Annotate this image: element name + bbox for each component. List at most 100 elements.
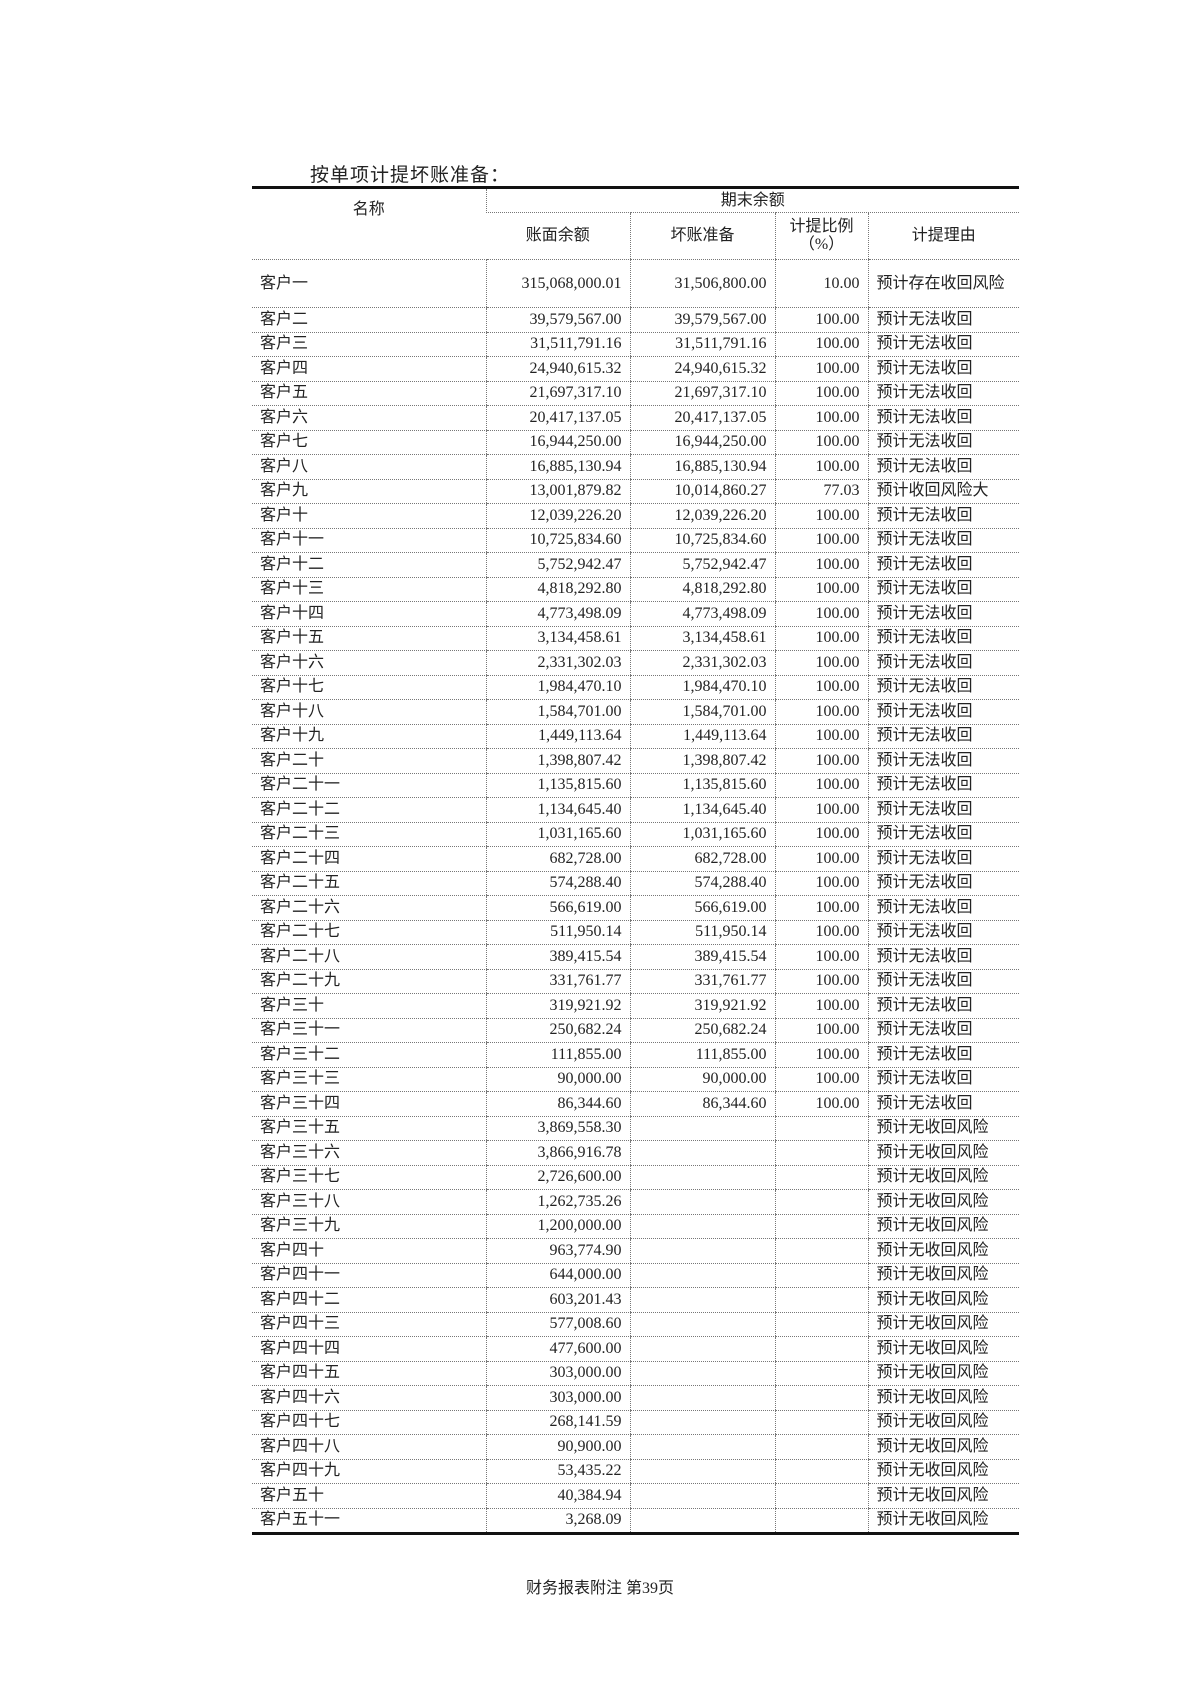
- cell-reason: 预计无法收回: [867, 675, 1020, 700]
- cell-ratio: 100.00: [774, 1018, 868, 1043]
- cell-book-balance: 16,885,130.94: [485, 454, 630, 480]
- cell-reason: 预计无法收回: [867, 601, 1020, 627]
- cell-book-balance: 21,697,317.10: [485, 381, 630, 406]
- cell-name: 客户二十四: [252, 846, 486, 872]
- cell-ratio: 100.00: [774, 699, 868, 725]
- cell-bad-debt-provision: 511,950.14: [629, 920, 775, 945]
- cell-book-balance: 303,000.00: [485, 1361, 630, 1386]
- table-row: 客户三十八 1,262,735.26 预计无收回风险: [252, 1189, 1020, 1215]
- cell-bad-debt-provision: 10,725,834.60: [629, 528, 775, 553]
- cell-name: 客户十二: [252, 552, 486, 578]
- table-row: 客户十二 5,752,942.47 5,752,942.47 100.00 预计无法收回: [252, 552, 1020, 578]
- cell-reason: 预计无法收回: [867, 430, 1020, 455]
- cell-reason: 预计无法收回: [867, 552, 1020, 578]
- cell-ratio: [774, 1165, 868, 1190]
- header-bad-debt-provision: 坏账准备: [629, 212, 775, 260]
- cell-reason: 预计无法收回: [867, 1018, 1020, 1043]
- cell-ratio: 100.00: [774, 332, 868, 357]
- cell-book-balance: 40,384.94: [485, 1483, 630, 1509]
- cell-book-balance: 682,728.00: [485, 846, 630, 872]
- cell-name: 客户九: [252, 479, 486, 504]
- cell-bad-debt-provision: [629, 1483, 775, 1509]
- cell-reason: 预计无法收回: [867, 797, 1020, 823]
- cell-name: 客户二十七: [252, 920, 486, 945]
- cell-bad-debt-provision: 3,134,458.61: [629, 626, 775, 651]
- table-row: 客户十一 10,725,834.60 10,725,834.60 100.00 预计无法…: [252, 528, 1020, 553]
- cell-bad-debt-provision: 10,014,860.27: [629, 479, 775, 504]
- header-book-balance: 账面余额: [486, 212, 630, 260]
- cell-name: 客户三十一: [252, 1018, 486, 1043]
- cell-ratio: 100.00: [774, 724, 868, 749]
- cell-book-balance: 86,344.60: [485, 1091, 630, 1117]
- cell-reason: 预计无法收回: [867, 332, 1020, 357]
- cell-name: 客户二十九: [252, 969, 486, 994]
- cell-name: 客户四十四: [252, 1336, 486, 1362]
- cell-book-balance: 315,068,000.01: [485, 259, 630, 308]
- cell-book-balance: 13,001,879.82: [485, 479, 630, 504]
- cell-reason: 预计无法收回: [867, 650, 1020, 676]
- cell-book-balance: 319,921.92: [485, 993, 630, 1019]
- table-row: 客户四十七 268,141.59 预计无收回风险: [252, 1410, 1020, 1435]
- cell-bad-debt-provision: 319,921.92: [629, 993, 775, 1019]
- cell-ratio: 100.00: [774, 822, 868, 847]
- cell-name: 客户二十二: [252, 797, 486, 823]
- table-row: 客户八 16,885,130.94 16,885,130.94 100.00 预计无法收…: [252, 454, 1020, 480]
- cell-ratio: 100.00: [774, 454, 868, 480]
- cell-reason: 预计无收回风险: [867, 1287, 1020, 1313]
- cell-ratio: [774, 1238, 868, 1264]
- cell-bad-debt-provision: [629, 1459, 775, 1484]
- cell-ratio: 100.00: [774, 1091, 868, 1117]
- cell-name: 客户三十九: [252, 1214, 486, 1239]
- cell-book-balance: 1,031,165.60: [485, 822, 630, 847]
- cell-reason: 预计无收回风险: [867, 1483, 1020, 1509]
- cell-reason: 预计无法收回: [867, 381, 1020, 406]
- table-row: 客户二十三 1,031,165.60 1,031,165.60 100.00 预计无法收…: [252, 822, 1020, 847]
- cell-ratio: 100.00: [774, 846, 868, 872]
- table-row: 客户三十六 3,866,916.78 预计无收回风险: [252, 1140, 1020, 1166]
- table-row: 客户二十八 389,415.54 389,415.54 100.00 预计无法收回: [252, 944, 1020, 970]
- cell-name: 客户三十五: [252, 1116, 486, 1141]
- cell-book-balance: 3,268.09: [485, 1508, 630, 1534]
- cell-reason: 预计无法收回: [867, 895, 1020, 921]
- cell-ratio: 100.00: [774, 405, 868, 431]
- cell-book-balance: 12,039,226.20: [485, 503, 630, 529]
- cell-bad-debt-provision: [629, 1263, 775, 1288]
- cell-ratio: 77.03: [774, 479, 868, 504]
- table-row: 客户二 39,579,567.00 39,579,567.00 100.00 预计无法收…: [252, 307, 1020, 333]
- table-row: 客户十九 1,449,113.64 1,449,113.64 100.00 预计无法收回: [252, 724, 1020, 749]
- cell-ratio: 10.00: [774, 259, 868, 308]
- cell-name: 客户二十五: [252, 871, 486, 896]
- cell-reason: 预计无收回风险: [867, 1361, 1020, 1386]
- header-period-end-balance: 期末余额: [485, 187, 1020, 213]
- cell-name: 客户二十三: [252, 822, 486, 847]
- cell-book-balance: 477,600.00: [485, 1336, 630, 1362]
- cell-name: 客户四十七: [252, 1410, 486, 1435]
- cell-book-balance: 111,855.00: [485, 1042, 630, 1068]
- cell-book-balance: 574,288.40: [485, 871, 630, 896]
- cell-bad-debt-provision: 1,398,807.42: [629, 748, 775, 774]
- cell-reason: 预计无法收回: [867, 626, 1020, 651]
- cell-bad-debt-provision: 31,506,800.00: [629, 259, 775, 308]
- cell-name: 客户四: [252, 356, 486, 382]
- cell-book-balance: 963,774.90: [485, 1238, 630, 1264]
- cell-bad-debt-provision: 331,761.77: [629, 969, 775, 994]
- header-reason: 计提理由: [867, 212, 1020, 260]
- cell-ratio: [774, 1189, 868, 1215]
- cell-ratio: [774, 1508, 868, 1534]
- cell-book-balance: 90,000.00: [485, 1067, 630, 1092]
- cell-bad-debt-provision: 566,619.00: [629, 895, 775, 921]
- cell-bad-debt-provision: 1,031,165.60: [629, 822, 775, 847]
- cell-book-balance: 1,984,470.10: [485, 675, 630, 700]
- cell-book-balance: 1,135,815.60: [485, 773, 630, 798]
- cell-ratio: [774, 1385, 868, 1411]
- cell-name: 客户五: [252, 381, 486, 406]
- cell-name: 客户三十三: [252, 1067, 486, 1092]
- cell-name: 客户三: [252, 332, 486, 357]
- table-row: 客户四十二 603,201.43 预计无收回风险: [252, 1287, 1020, 1313]
- cell-name: 客户十九: [252, 724, 486, 749]
- table-row: 客户三十 319,921.92 319,921.92 100.00 预计无法收回: [252, 993, 1020, 1019]
- cell-ratio: 100.00: [774, 356, 868, 382]
- cell-name: 客户十: [252, 503, 486, 529]
- cell-reason: 预计无法收回: [867, 356, 1020, 382]
- cell-name: 客户七: [252, 430, 486, 455]
